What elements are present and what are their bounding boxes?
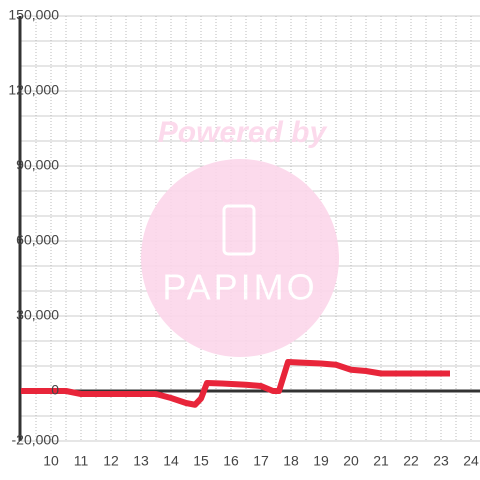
watermark-heading: Powered by — [158, 116, 328, 149]
watermark-logo: PAPIMO — [162, 267, 317, 308]
y-tick-label: 120,000 — [8, 82, 59, 98]
x-tick-label: 18 — [283, 453, 299, 469]
x-tick-label: 17 — [253, 453, 269, 469]
x-tick-label: 11 — [74, 453, 89, 469]
x-tick-label: 24 — [463, 453, 479, 469]
data-line — [21, 359, 450, 408]
watermark: Powered by PAPIMO — [141, 116, 339, 357]
watermark-icon — [222, 204, 256, 256]
y-tick-label: -20,000 — [12, 432, 60, 448]
y-tick-label: 150,000 — [8, 7, 59, 23]
y-tick-label: 30,000 — [16, 307, 59, 323]
y-tick-label: 0 — [51, 382, 59, 398]
watermark-circle — [141, 159, 339, 357]
x-tick-label: 22 — [403, 453, 419, 469]
x-tick-label: 21 — [373, 453, 389, 469]
x-tick-label: 15 — [193, 453, 209, 469]
x-tick-label: 12 — [103, 453, 119, 469]
x-tick-label: 19 — [313, 453, 329, 469]
x-tick-label: 10 — [43, 453, 59, 469]
y-tick-label: 90,000 — [16, 157, 59, 173]
x-tick-label: 14 — [163, 453, 179, 469]
x-tick-label: 13 — [133, 453, 149, 469]
x-tick-label: 16 — [223, 453, 239, 469]
x-tick-label: 23 — [433, 453, 449, 469]
x-tick-label: 20 — [343, 453, 359, 469]
y-tick-label: 60,000 — [16, 232, 59, 248]
